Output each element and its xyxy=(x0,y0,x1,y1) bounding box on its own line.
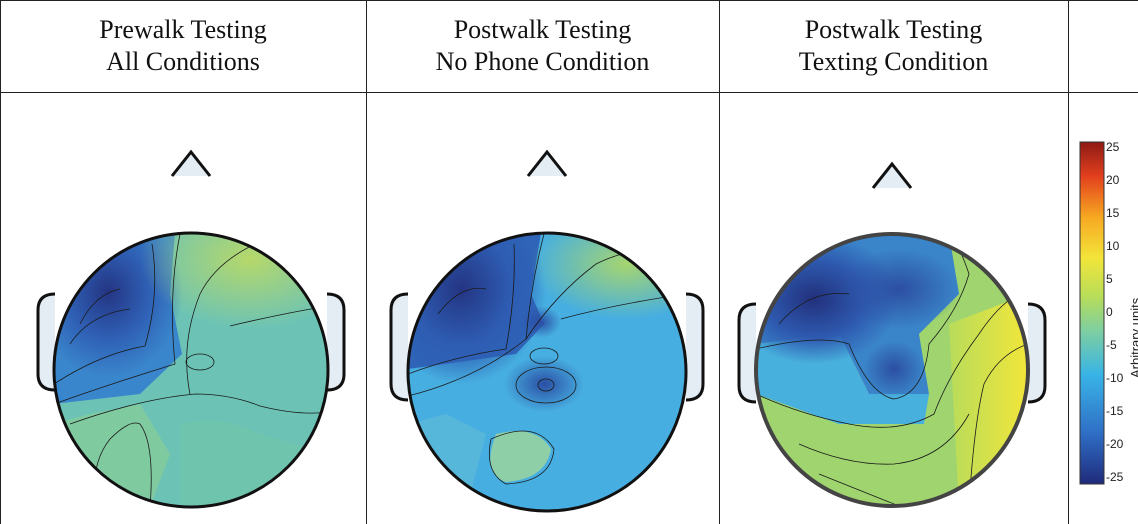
panel-header-prewalk: Prewalk Testing All Conditions xyxy=(0,0,366,92)
column-divider-2 xyxy=(719,0,720,524)
column-divider-1 xyxy=(366,0,367,524)
right-ear xyxy=(1027,302,1047,404)
colorbar-tick-label: -25 xyxy=(1106,470,1124,484)
colorbar-tick-label: -10 xyxy=(1106,371,1124,385)
table-left-border xyxy=(0,0,1,524)
scalp-map-postwalk-nophone xyxy=(389,149,705,513)
colorbar-gradient xyxy=(1079,141,1105,485)
scalp-map-prewalk xyxy=(36,149,346,509)
right-ear xyxy=(326,292,346,392)
colorbar-tick-label: -5 xyxy=(1106,338,1117,352)
colorbar-tick-label: 10 xyxy=(1106,239,1120,253)
left-ear xyxy=(36,292,56,392)
colorbar-tick-label: 20 xyxy=(1106,173,1120,187)
panel-header-postwalk-texting: Postwalk Testing Texting Condition xyxy=(719,0,1068,92)
column-divider-3 xyxy=(1068,0,1069,524)
panel-title-line1: Prewalk Testing xyxy=(99,15,267,44)
colorbar-tick-label: 15 xyxy=(1106,206,1120,220)
panel-title-line1: Postwalk Testing xyxy=(453,15,632,44)
panel-title-line2: No Phone Condition xyxy=(435,47,650,76)
colorbar-tick-label: -20 xyxy=(1106,437,1124,451)
left-ear xyxy=(737,302,757,404)
colorbar-tick-label: 25 xyxy=(1106,140,1120,154)
header-separator xyxy=(0,92,1138,93)
panel-title-line2: Texting Condition xyxy=(798,47,989,76)
table-top-border xyxy=(0,0,1138,1)
left-ear xyxy=(389,292,409,402)
colorbar-tick-label: -15 xyxy=(1106,404,1124,418)
scalp-map-postwalk-texting xyxy=(737,161,1047,508)
colorbar-tick-label: 0 xyxy=(1106,305,1113,319)
right-ear xyxy=(685,292,705,402)
nose-shape xyxy=(170,149,212,177)
panel-title-line1: Postwalk Testing xyxy=(804,15,983,44)
nose-shape xyxy=(871,161,913,189)
nose-shape xyxy=(526,149,568,177)
panel-header-postwalk-nophone: Postwalk Testing No Phone Condition xyxy=(366,0,719,92)
colorbar-tick-label: 5 xyxy=(1106,272,1113,286)
panel-title-line2: All Conditions xyxy=(106,47,260,76)
colorbar-label: Arbitrary units xyxy=(1128,297,1138,378)
colorbar xyxy=(1079,141,1105,485)
